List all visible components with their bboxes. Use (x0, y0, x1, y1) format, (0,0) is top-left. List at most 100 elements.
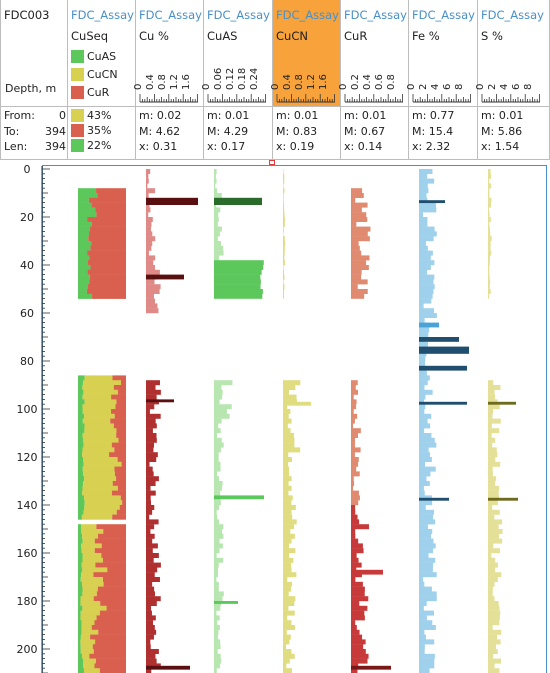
s-bar (488, 279, 491, 285)
cuas-bar (214, 260, 264, 266)
cu-spike (146, 665, 190, 670)
column-name: CuR (344, 29, 368, 43)
fe-bar (419, 529, 433, 534)
cu-bar (146, 279, 155, 285)
cuseq-cur-bar (94, 548, 126, 554)
s-bar (488, 409, 494, 414)
cuseq-header[interactable]: FDC_Assay CuSeq CuAS CuCN CuR 43% 35% 22… (68, 0, 136, 160)
s-bar (488, 548, 501, 554)
scale-tick-label: 8 (454, 83, 465, 90)
cuseq-cur-bar (90, 226, 126, 232)
cu-bar (146, 649, 159, 654)
cuseq-cur-bar (97, 193, 126, 199)
cu-bar (146, 466, 153, 472)
fe-bar (419, 245, 428, 251)
s-bar (488, 212, 490, 218)
cuseq-cucn-bar (82, 394, 112, 400)
fe-bar (419, 303, 424, 309)
cur-bar (351, 476, 354, 482)
fe-bar (419, 361, 426, 366)
s-bar (488, 255, 491, 261)
cu-bar (146, 231, 153, 237)
cuseq-cuas-bar (78, 385, 83, 391)
cuas-bar (214, 524, 224, 530)
cu-bar (146, 178, 149, 184)
cuseq-cur-bar (109, 452, 126, 458)
s-bar (488, 663, 495, 669)
cucn-bar (283, 289, 285, 294)
cuseq-cuas-bar (78, 557, 83, 563)
cuseq-cur-bar (98, 533, 126, 539)
legend-item-cur: CuR (71, 86, 109, 100)
cucn-bar (283, 538, 292, 544)
cucn-bar (283, 658, 290, 664)
cucn-bar (283, 389, 290, 395)
fe-bar (419, 476, 427, 482)
scale-tick-label: 2 (487, 83, 498, 90)
cu-bar (146, 188, 156, 194)
cu-spike (146, 197, 198, 205)
cuas-bar (214, 389, 223, 395)
cu-bar (146, 596, 161, 602)
cuseq-cuas-bar (78, 634, 81, 640)
cuseq-cuas-bar (78, 668, 84, 673)
column-header-s[interactable]: FDC_Assay S % 0 2 4 6 8 (475, 0, 550, 106)
cu-bar (146, 629, 157, 635)
column-header-cur[interactable]: FDC_Assay CuR 0 0.2 0.4 0.6 0.8 (338, 0, 409, 106)
cuseq-cur-bar (101, 553, 126, 559)
column-header-fe[interactable]: FDC_Assay Fe % 0 2 4 6 8 (406, 0, 478, 106)
scale-tick-label: 0.8 (294, 74, 305, 90)
column-resize-handle[interactable] (269, 160, 275, 165)
s-bar (488, 610, 501, 616)
cur-bar (351, 452, 355, 458)
s-bar (488, 202, 492, 208)
cuas-bar (214, 457, 219, 462)
fe-bar (419, 471, 431, 477)
cu-bar (146, 217, 153, 222)
fe-bar (419, 221, 428, 227)
cu-bar (146, 658, 157, 664)
cuseq-cucn-bar (83, 668, 100, 673)
column-header-cu[interactable]: FDC_Assay Cu % 0 0.4 0.8 1.2 1.6 (133, 0, 204, 106)
cuas-bar (214, 399, 220, 405)
s-bar (488, 553, 492, 558)
cu-bar (146, 226, 152, 232)
cucn-bar (283, 428, 291, 434)
log-plot[interactable]: 020406080100120140160180200220 (0, 163, 550, 673)
cuseq-cucn-bar (82, 605, 107, 611)
cuseq-cuas-bar (78, 202, 92, 208)
cuas-bar (214, 207, 221, 213)
cur-bar (351, 620, 356, 626)
cuseq-cucn-bar (81, 653, 90, 659)
s-bar (488, 533, 500, 539)
fe-bar (419, 505, 426, 510)
column-name: CuAS (207, 29, 238, 43)
fe-bar (419, 605, 424, 611)
fe-bar (419, 394, 426, 400)
cuseq-cur-bar (90, 265, 126, 271)
column-header-cuas[interactable]: FDC_Assay CuAS 0 0.06 0.12 0.18 0.24 (201, 0, 273, 106)
stat-min: m: 0.77 (412, 109, 455, 122)
cuas-bar (214, 284, 261, 290)
cur-bar (351, 610, 365, 616)
fe-bar (419, 169, 433, 174)
s-bar (488, 615, 500, 621)
pct-swatch-3 (71, 139, 84, 152)
fe-bar (419, 226, 435, 232)
cu-bar (146, 562, 161, 568)
cuseq-cuas-bar (78, 461, 84, 467)
fe-bar (419, 553, 429, 558)
s-bar (488, 226, 490, 232)
column-stats: m: 0.01 M: 0.67 x: 0.14 (341, 106, 409, 160)
fe-bar (419, 241, 426, 246)
cuseq-cuas-bar (78, 226, 91, 232)
cuseq-cur-bar (116, 428, 126, 434)
cu-bar (146, 250, 149, 256)
cucn-bar (283, 260, 285, 266)
fe-bar (419, 620, 433, 626)
cuseq-cur-bar (87, 217, 126, 223)
column-header-cucn[interactable]: FDC_Assay CuCN 0 0.4 0.8 1.2 1.6 (270, 0, 341, 106)
s-bar (488, 601, 499, 606)
cu-bar (146, 476, 159, 482)
